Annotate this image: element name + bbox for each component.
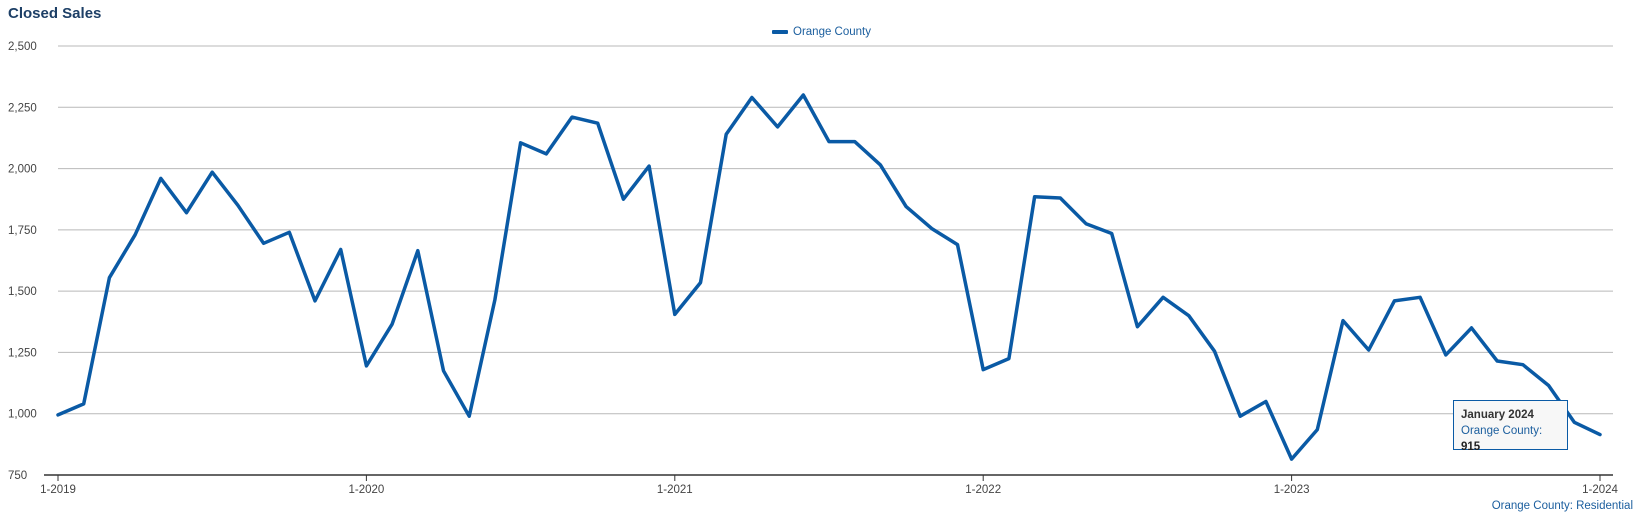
y-tick-label: 1,250 [8, 347, 37, 359]
data-point[interactable] [1185, 312, 1193, 320]
data-point[interactable] [131, 231, 139, 239]
y-tick-label: 2,250 [8, 102, 37, 114]
data-point[interactable] [1031, 193, 1039, 201]
data-point[interactable] [1211, 347, 1219, 355]
data-point[interactable] [1596, 431, 1604, 439]
data-point[interactable] [414, 247, 422, 255]
y-tick-label: 1,000 [8, 409, 37, 421]
tooltip-separator: : [1539, 425, 1543, 437]
data-point[interactable] [1493, 357, 1501, 365]
data-point[interactable] [1390, 297, 1398, 305]
data-point[interactable] [799, 91, 807, 99]
data-point[interactable] [260, 239, 268, 247]
y-tick-label: 1,500 [8, 286, 37, 298]
data-point[interactable] [928, 225, 936, 233]
data-point[interactable] [902, 203, 910, 211]
data-point[interactable] [1288, 455, 1296, 463]
x-tick-label: 1-2022 [965, 484, 1001, 496]
data-point[interactable] [1442, 351, 1450, 359]
tooltip-series-name: Orange County [1461, 425, 1539, 437]
data-point[interactable] [1159, 293, 1167, 301]
data-point[interactable] [1108, 230, 1116, 238]
data-point[interactable] [440, 367, 448, 375]
data-point[interactable] [1339, 317, 1347, 325]
tooltip-title: January 2024 [1461, 409, 1534, 421]
x-tick-label: 1-2019 [40, 484, 76, 496]
data-point[interactable] [1570, 418, 1578, 426]
data-point[interactable] [285, 228, 293, 236]
data-point[interactable] [1519, 361, 1527, 369]
legend[interactable]: Orange County [772, 26, 871, 38]
data-point[interactable] [979, 366, 987, 374]
tooltip: January 2024 Orange County: 915 [1453, 400, 1568, 453]
data-point[interactable] [157, 174, 165, 182]
data-point[interactable] [1468, 324, 1476, 332]
data-point[interactable] [491, 296, 499, 304]
data-point[interactable] [619, 195, 627, 203]
legend-label: Orange County [793, 26, 871, 38]
data-point[interactable] [337, 245, 345, 253]
data-point[interactable] [1313, 426, 1321, 434]
chart-title: Closed Sales [8, 5, 102, 22]
data-point[interactable] [1262, 397, 1270, 405]
data-point[interactable] [748, 93, 756, 101]
x-tick-label: 1-2020 [348, 484, 384, 496]
data-point[interactable] [594, 119, 602, 127]
data-point[interactable] [362, 362, 370, 370]
data-point[interactable] [1056, 194, 1064, 202]
data-point[interactable] [1236, 412, 1244, 420]
x-tick-label: 1-2021 [657, 484, 693, 496]
data-point[interactable] [876, 161, 884, 169]
data-point[interactable] [105, 274, 113, 282]
legend-swatch [772, 30, 788, 34]
y-tick-label: 2,500 [8, 41, 37, 53]
data-point[interactable] [1082, 220, 1090, 228]
data-point[interactable] [388, 320, 396, 328]
data-point[interactable] [722, 130, 730, 138]
data-point[interactable] [54, 411, 62, 419]
data-point[interactable] [208, 168, 216, 176]
data-point[interactable] [465, 412, 473, 420]
data-point[interactable] [183, 209, 191, 217]
data-point[interactable] [80, 400, 88, 408]
data-point[interactable] [825, 138, 833, 146]
x-tick-label: 1-2023 [1274, 484, 1310, 496]
data-point[interactable] [1133, 323, 1141, 331]
data-point[interactable] [568, 113, 576, 121]
data-point[interactable] [542, 150, 550, 158]
data-point[interactable] [1416, 293, 1424, 301]
data-point[interactable] [851, 138, 859, 146]
data-point[interactable] [774, 123, 782, 131]
tooltip-value: 915 [1461, 441, 1481, 453]
data-point[interactable] [1545, 382, 1553, 390]
footer-caption: Orange County: Residential [1491, 500, 1633, 512]
data-point[interactable] [1005, 355, 1013, 363]
data-point[interactable] [671, 310, 679, 318]
data-point[interactable] [311, 297, 319, 305]
y-tick-label: 2,000 [8, 164, 37, 176]
data-point[interactable] [234, 201, 242, 209]
data-point[interactable] [954, 241, 962, 249]
data-point[interactable] [517, 139, 525, 147]
y-tick-label: 1,750 [8, 225, 37, 237]
y-tick-label: 750 [8, 470, 27, 482]
x-tick-label: 1-2024 [1582, 484, 1618, 496]
data-point[interactable] [645, 162, 653, 170]
data-point[interactable] [697, 279, 705, 287]
data-point[interactable] [1365, 346, 1373, 354]
series-line-orange-county [56, 93, 1602, 461]
